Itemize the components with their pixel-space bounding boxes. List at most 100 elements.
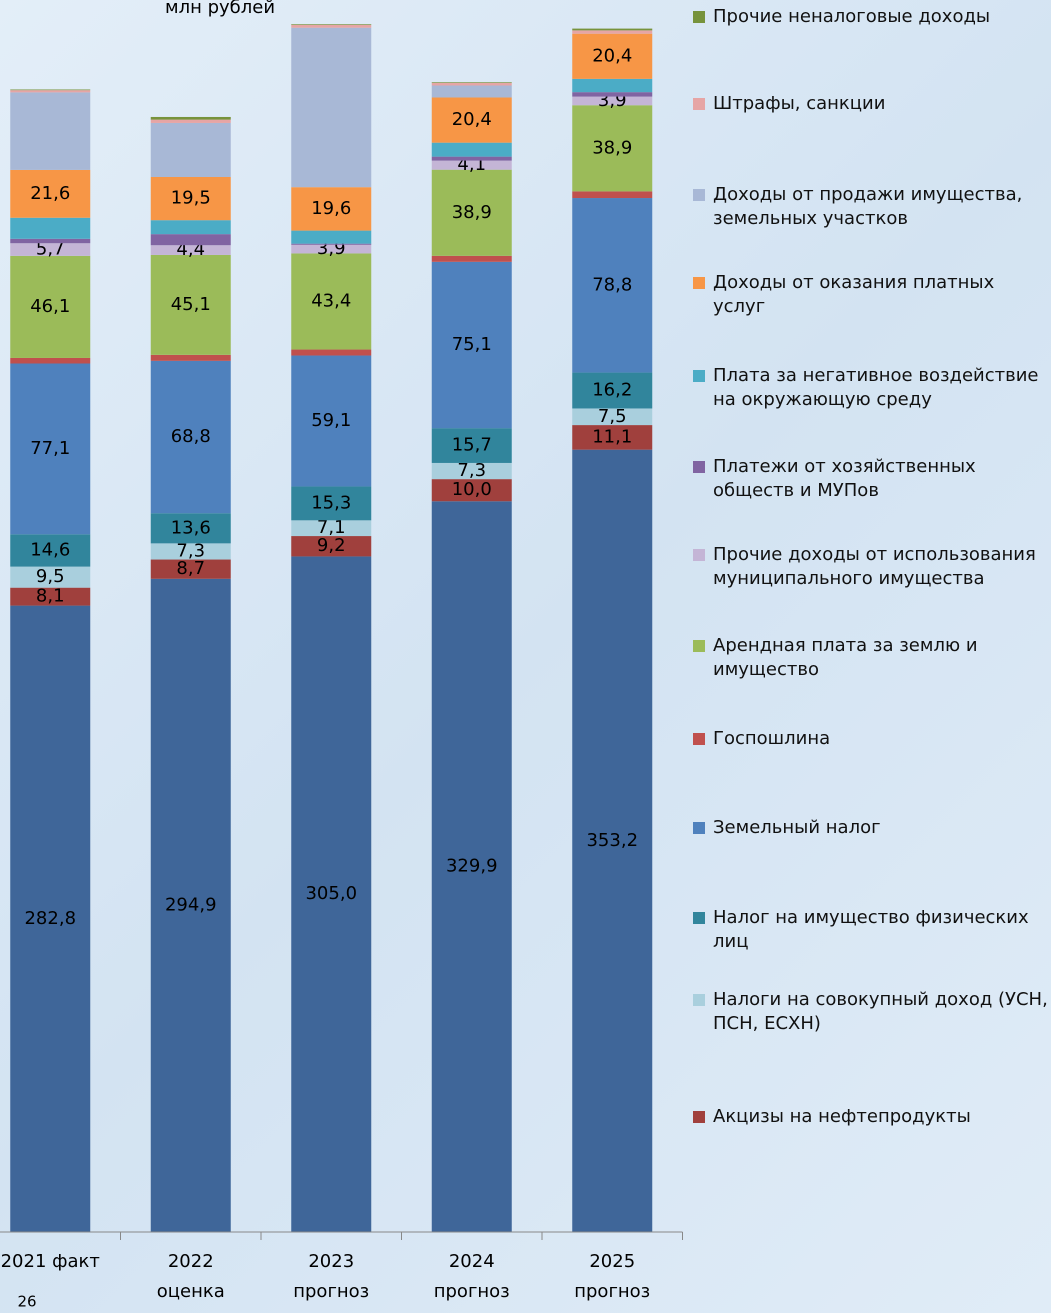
bar-segment: [150, 513, 231, 544]
bar-segment: [572, 372, 653, 409]
legend-label: Прочие неналоговые доходы: [713, 6, 991, 27]
data-label: 7,3: [176, 540, 205, 561]
bar-segment: [431, 479, 512, 502]
bar-segment: [431, 462, 512, 480]
legend-label: Штрафы, санкции: [713, 93, 886, 114]
bar-segment: [150, 354, 231, 361]
legend-swatch: [693, 370, 705, 382]
bar-segment: [291, 187, 372, 231]
data-label: 9,2: [317, 535, 346, 556]
chart-title: млн рублей: [165, 0, 275, 18]
bar-segment: [291, 24, 372, 25]
legend-item: Акцизы на нефтепродукты: [693, 1105, 1051, 1129]
bar-segment: [150, 245, 231, 255]
bar-segment: [291, 253, 372, 350]
legend-label: Акцизы на нефтепродукты: [713, 1106, 971, 1127]
bar-segment: [10, 605, 91, 1232]
data-label: 5,7: [36, 239, 65, 260]
bar-segment: [572, 191, 653, 199]
legend-label: Доходы от продажи имущества, земельных у…: [713, 184, 1023, 229]
data-label: 19,5: [171, 188, 211, 209]
bar-segment: [291, 355, 372, 487]
legend-item: Штрафы, санкции: [693, 92, 1051, 116]
x-tick-label: 2024: [449, 1251, 495, 1272]
x-tick-label: оценка: [157, 1281, 225, 1302]
x-tick-label: прогноз: [293, 1281, 369, 1302]
bar-segment: [150, 176, 231, 221]
bar-segment: [431, 142, 512, 157]
bar-segment: [431, 255, 512, 262]
bar-segment: [10, 90, 91, 93]
bar-segment: [572, 33, 653, 79]
x-tick-label: 2022: [168, 1251, 214, 1272]
bar-segment: [291, 244, 372, 254]
bar-segment: [431, 169, 512, 256]
x-tick-label: 2025: [589, 1251, 635, 1272]
bar-segment: [291, 556, 372, 1232]
bar-segment: [150, 578, 231, 1232]
legend-item: Налог на имущество физических лиц: [693, 906, 1051, 954]
bar-segment: [572, 449, 653, 1232]
legend-label: Налог на имущество физических лиц: [713, 907, 1029, 952]
page-number: 26: [17, 1293, 36, 1311]
data-label: 305,0: [305, 883, 357, 904]
bar-segment: [431, 85, 512, 98]
legend-swatch: [693, 277, 705, 289]
legend-label: Налоги на совокупный доход (УСН, ПСН, ЕС…: [713, 989, 1048, 1034]
bar-segment: [291, 27, 372, 188]
legend-swatch: [693, 461, 705, 473]
bar-segment: [572, 78, 653, 93]
bar-segment: [572, 198, 653, 373]
data-label: 46,1: [30, 296, 70, 317]
bar-segment: [150, 116, 231, 120]
bar-segment: [150, 254, 231, 355]
legend-label: Плата за негативное воздействие на окруж…: [713, 365, 1039, 410]
bar-segment: [150, 234, 231, 246]
data-label: 78,8: [592, 274, 632, 295]
legend-swatch: [693, 912, 705, 924]
legend-item: Земельный налог: [693, 816, 1051, 840]
legend-swatch: [693, 11, 705, 23]
data-label: 294,9: [165, 894, 217, 915]
legend-swatch: [693, 994, 705, 1006]
legend-label: Прочие доходы от использования муниципал…: [713, 544, 1036, 589]
bar-segment: [10, 534, 91, 567]
bar-segment: [291, 24, 372, 28]
data-label: 7,5: [598, 406, 627, 427]
bar-segment: [10, 363, 91, 535]
bar-segment: [431, 82, 512, 86]
bar-segment: [291, 520, 372, 537]
bar-segment: [572, 92, 653, 97]
data-label: 43,4: [311, 290, 351, 311]
bar-segment: [291, 243, 372, 245]
legend-swatch: [693, 822, 705, 834]
data-label: 15,7: [452, 435, 492, 456]
x-tick-label: 2021 факт: [1, 1251, 100, 1272]
data-label: 7,3: [457, 460, 486, 481]
legend-item: Доходы от продажи имущества, земельных у…: [693, 183, 1051, 231]
bar-segment: [10, 92, 91, 170]
bar-segment: [150, 119, 231, 123]
data-label: 15,3: [311, 492, 351, 513]
bar-segment: [291, 536, 372, 557]
data-label: 353,2: [586, 830, 638, 851]
data-label: 38,9: [452, 202, 492, 223]
data-label: 14,6: [30, 539, 70, 560]
bar-segment: [10, 217, 91, 239]
x-tick-label: прогноз: [574, 1281, 650, 1302]
legend-swatch: [693, 189, 705, 201]
data-label: 8,1: [36, 586, 65, 607]
legend-label: Платежи от хозяйственных обществ и МУПов: [713, 456, 976, 501]
data-label: 13,6: [171, 517, 211, 538]
bar-segment: [291, 349, 372, 356]
bar-segment: [150, 220, 231, 235]
data-label: 19,6: [311, 198, 351, 219]
data-label: 16,2: [592, 380, 632, 401]
bar-segment: [10, 89, 91, 91]
data-label: 10,0: [452, 479, 492, 500]
data-label: 38,9: [592, 137, 632, 158]
data-label: 11,1: [592, 426, 632, 447]
bar-segment: [10, 169, 91, 218]
legend-swatch: [693, 1111, 705, 1123]
